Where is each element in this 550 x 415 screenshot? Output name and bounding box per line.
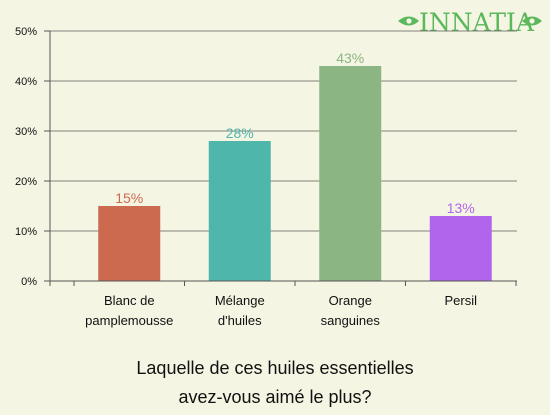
bar-value-label: 43%: [336, 50, 364, 66]
x-category-label: pamplemousse: [85, 313, 173, 328]
bar-value-label: 15%: [115, 190, 143, 206]
x-category-label: sanguines: [321, 313, 381, 328]
bar-value-labels: 15% 28% 43% 13%: [115, 50, 475, 216]
innatia-logo: INNATIA: [398, 8, 542, 37]
logo-text: INNATIA: [419, 8, 535, 37]
y-tick-label: 50%: [15, 26, 37, 38]
y-tick-label: 10%: [15, 226, 37, 238]
bar: [208, 141, 271, 281]
bars: [98, 66, 492, 281]
chart-question: Laquelle de ces huiles essentielles avez…: [0, 354, 550, 412]
bar-value-label: 13%: [447, 200, 475, 216]
y-tick-label: 40%: [15, 76, 37, 88]
x-category-label: Persil: [444, 293, 477, 308]
bar-value-label: 28%: [226, 125, 254, 141]
x-category-label: Orange: [329, 293, 372, 308]
x-axis-category-labels: Blanc de pamplemousse Mélange d'huiles Orang…: [85, 293, 477, 328]
y-axis-tick-labels: 0% 10% 20% 30% 40% 50%: [15, 26, 37, 288]
bar: [319, 66, 382, 281]
question-line-2: avez-vous aimé le plus?: [178, 387, 372, 407]
bar: [98, 206, 161, 281]
bar: [429, 216, 492, 281]
axes: [44, 30, 517, 286]
question-line-1: Laquelle de ces huiles essentielles: [136, 358, 414, 378]
x-category-label: Blanc de: [104, 293, 155, 308]
y-tick-label: 0%: [21, 276, 37, 288]
x-category-label: Mélange: [215, 293, 265, 308]
y-tick-label: 30%: [15, 126, 37, 138]
y-tick-label: 20%: [15, 176, 37, 188]
x-category-label: d'huiles: [218, 313, 262, 328]
